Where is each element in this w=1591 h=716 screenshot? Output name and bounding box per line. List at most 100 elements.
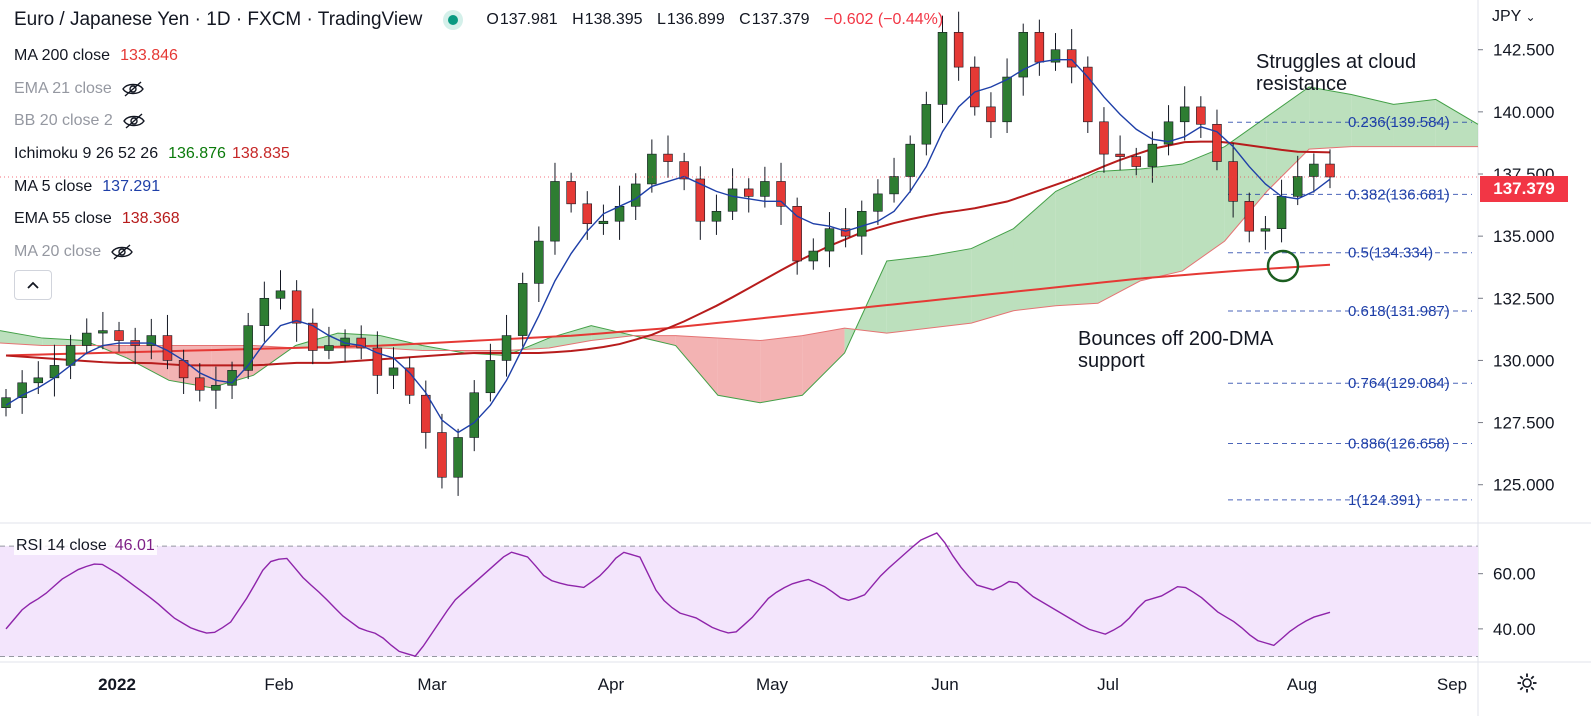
ichimoku-cloud-segment [1266,87,1310,192]
candle-body [743,188,754,197]
ichimoku-cloud-segment [802,328,845,396]
annotation-cloud-line-1: Struggles at cloud [1256,51,1417,73]
time-tick-label: Jun [931,675,958,694]
last-price-label: 137.379 [1480,176,1568,202]
indicator-value: 133.846 [120,47,178,65]
indicator-row[interactable]: MA 5 close 137.291 [14,170,296,203]
candle-body [889,176,899,195]
rsi-tick-label: 40.00 [1493,620,1536,639]
candle-body [1131,156,1141,167]
candle-body [630,183,641,207]
annotation-support-line-2: support [1078,350,1145,372]
candle-body [727,188,738,212]
time-tick-label: Apr [598,675,625,694]
ichimoku-cloud-segment [760,335,803,403]
price-tick-label: 142.500 [1493,41,1554,60]
indicator-row[interactable]: EMA 21 close [14,73,296,106]
indicator-row[interactable]: EMA 55 close 138.368 [14,203,296,236]
ohlc-close: C137.379 [739,11,810,28]
time-tick-label: Jul [1097,675,1119,694]
candle-body [808,250,819,262]
indicator-name: Ichimoku 9 26 52 26 [14,145,159,163]
candle-body [1228,161,1238,202]
rsi-legend: RSI 14 close 46.01 [14,537,157,555]
candle-body [291,290,302,324]
candle-body [534,240,544,284]
candle-body [582,203,593,225]
indicator-value: 136.876 [168,145,226,163]
candle-body [792,206,802,262]
candle-body [372,347,383,376]
candle-body [905,143,915,177]
candle-body [1066,49,1077,68]
candle-body [340,337,350,346]
indicator-name: MA 200 close [14,47,111,65]
collapse-legend-button[interactable] [14,270,52,300]
indicator-name: EMA 55 close [14,210,112,228]
rsi-name: RSI 14 close [16,537,107,554]
hidden-eye-icon[interactable] [111,243,133,261]
indicator-row[interactable]: MA 20 close [14,236,296,269]
time-tick-label: May [756,675,789,694]
currency-selector[interactable]: JPY ⌄ [1492,8,1536,25]
ichimoku-cloud-segment [675,335,718,396]
candle-body [81,332,92,346]
candle-body [437,432,447,478]
candle-body [1018,32,1028,78]
indicator-value: 137.291 [102,177,161,195]
rsi-value: 46.01 [114,537,155,554]
chart-title: Euro / Japanese Yen · 1D · FXCM · Tradin… [14,9,423,30]
time-tick-label: Sep [1437,675,1467,694]
indicator-name: MA 5 close [14,177,93,195]
rsi-line [5,532,1331,657]
fib-level-label: 0.618(131.987) [1348,303,1450,320]
candle-body [550,181,560,242]
ohlc-high: H138.395 [572,11,643,28]
hidden-eye-icon[interactable] [121,80,144,98]
price-tick-label: 132.500 [1493,289,1554,308]
time-tick-label: Aug [1287,675,1317,694]
candle-body [98,330,108,334]
ichimoku-cloud-segment [0,330,43,346]
settings-gear-icon[interactable] [1516,672,1538,699]
candle-body [453,437,463,478]
candle-body [243,325,253,371]
ohlc-low: L136.899 [656,11,725,28]
ichimoku-cloud-segment [886,256,930,334]
indicator-row[interactable]: MA 200 close 133.846 [14,40,296,73]
chart-header: Euro / Japanese Yen · 1D · FXCM · Tradin… [14,9,943,31]
ichimoku-cloud-segment [1224,116,1267,242]
ohlc-open: O137.981 [486,11,558,28]
candle-body [1292,176,1303,197]
candle-body [1196,106,1206,125]
candle-body [17,382,27,399]
candle-body [1099,121,1109,155]
hidden-eye-icon[interactable] [122,112,145,130]
candle-body [970,66,980,108]
indicator-row[interactable]: BB 20 close 2 [14,105,296,138]
candle-body [501,335,512,361]
candle-body [760,181,770,197]
candle-body [679,161,689,180]
ichimoku-cloud-segment [1013,191,1056,311]
market-status-dot [448,15,459,25]
candle-body [1083,66,1093,123]
ichimoku-cloud-segment [1435,99,1478,147]
candle-body [275,290,286,299]
candle-body [1244,201,1255,232]
annotation-cloud-resistance: Struggles at cloud resistance [1256,51,1416,95]
indicator-name: EMA 21 close [14,79,112,97]
indicator-row[interactable]: Ichimoku 9 26 52 26 136.876 138.835 [14,138,296,171]
chevron-up-icon [27,281,39,289]
fib-level-label: 0.886(126.658) [1348,436,1450,453]
ichimoku-cloud-segment [1309,87,1352,150]
candle-body [647,153,657,185]
candle-body [162,335,173,361]
candle-body [1276,196,1287,229]
ichimoku-cloud-segment [929,248,972,329]
ichimoku-cloud-segment [1182,146,1225,271]
ohlc-readout: O137.981 H138.395 L136.899 C137.379 −0.6… [486,11,943,29]
candle-body [873,193,883,212]
candle-body [517,283,528,336]
